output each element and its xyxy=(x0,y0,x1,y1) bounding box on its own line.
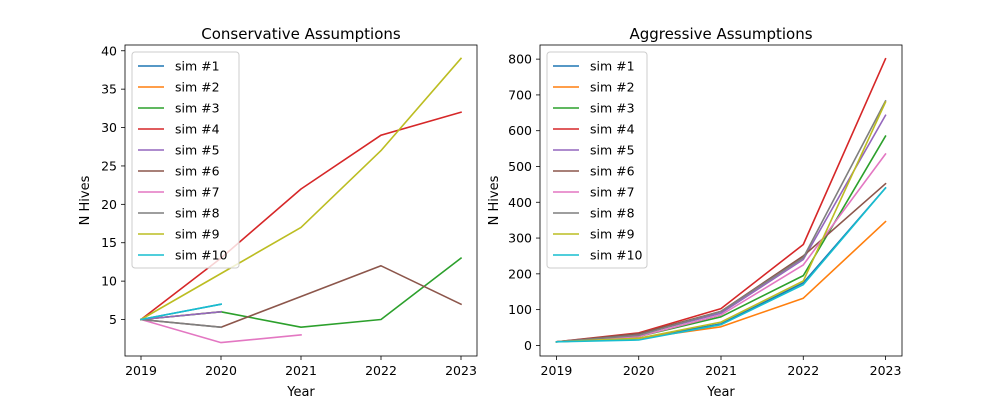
series-line-9 xyxy=(555,101,887,343)
y-tick-label: 25 xyxy=(101,158,117,173)
y-tick-label: 700 xyxy=(508,87,532,102)
legend-label: sim #8 xyxy=(590,206,635,221)
legend-label: sim #2 xyxy=(590,80,635,95)
y-tick-label: 400 xyxy=(508,195,532,210)
y-tick-label: 600 xyxy=(508,123,532,138)
x-tick-label: 2020 xyxy=(623,363,655,378)
y-tick-label: 20 xyxy=(101,197,117,212)
x-axis-label: Year xyxy=(706,385,735,400)
series-line-8 xyxy=(555,99,887,343)
x-tick-label: 2023 xyxy=(870,363,902,378)
legend-label: sim #6 xyxy=(175,164,220,179)
legend-label: sim #7 xyxy=(590,185,635,200)
legend-label: sim #10 xyxy=(590,248,643,263)
y-tick-label: 500 xyxy=(508,159,532,174)
x-tick-label: 2020 xyxy=(205,363,237,378)
legend-label: sim #3 xyxy=(590,101,635,116)
series-line-10 xyxy=(555,186,887,343)
plot-frame xyxy=(539,44,903,357)
x-tick-label: 2022 xyxy=(787,363,819,378)
chart-aggressive: Aggressive Assumptions 2019 2020 2021 2022 20… xyxy=(487,25,903,400)
legend-label: sim #7 xyxy=(175,185,220,200)
legend-label: sim #9 xyxy=(175,227,220,242)
legend-label: sim #5 xyxy=(590,143,635,158)
legend-label: sim #6 xyxy=(590,164,635,179)
series-line-7 xyxy=(140,318,302,344)
y-tick-label: 40 xyxy=(101,43,117,58)
x-tick-label: 2019 xyxy=(541,363,573,378)
legend-box xyxy=(131,51,240,269)
y-tick-label: 200 xyxy=(508,266,532,281)
y-tick-label: 15 xyxy=(101,235,117,250)
x-tick-label: 2023 xyxy=(445,363,477,378)
legend-label: sim #2 xyxy=(175,80,220,95)
series-line-9 xyxy=(139,57,463,321)
legend-label: sim #8 xyxy=(175,206,220,221)
series-line-6 xyxy=(140,264,463,329)
legend: sim #1 sim #2 sim #3 sim #4 sim #5 sim #6 sim … xyxy=(131,51,240,269)
legend-label: sim #10 xyxy=(175,248,228,263)
x-axis-label: Year xyxy=(286,385,315,400)
series-line-10 xyxy=(140,303,222,321)
x-tick-label: 2019 xyxy=(125,363,157,378)
plot-frame xyxy=(124,44,478,357)
x-tick-label: 2022 xyxy=(365,363,397,378)
series-line-8 xyxy=(140,318,222,329)
chart-conservative: Conservative Assumptions 2019 2020 2021 2022… xyxy=(78,25,478,400)
legend-label: sim #1 xyxy=(175,59,220,74)
x-tick-label: 2021 xyxy=(705,363,737,378)
y-tick-label: 5 xyxy=(109,312,117,327)
chart-title: Conservative Assumptions xyxy=(201,25,401,43)
legend-label: sim #4 xyxy=(175,122,220,137)
y-axis-label: N Hives xyxy=(78,175,93,225)
y-tick-label: 800 xyxy=(508,52,532,67)
series-line-5 xyxy=(140,310,222,321)
y-tick-label: 30 xyxy=(101,120,117,135)
y-tick-label: 10 xyxy=(101,274,117,289)
legend-box xyxy=(546,51,648,269)
legend: sim #1 sim #2 sim #3 sim #4 sim #5 sim #6 sim … xyxy=(546,51,648,269)
legend-label: sim #9 xyxy=(590,227,635,242)
x-tick-label: 2021 xyxy=(285,363,317,378)
y-tick-label: 35 xyxy=(101,82,117,97)
series-line-4 xyxy=(139,111,462,321)
y-tick-label: 100 xyxy=(508,302,532,317)
y-tick-label: 0 xyxy=(524,338,532,353)
legend-label: sim #1 xyxy=(590,59,635,74)
legend-label: sim #4 xyxy=(590,122,635,137)
y-tick-label: 300 xyxy=(508,231,532,246)
chart-title: Aggressive Assumptions xyxy=(629,25,812,43)
legend-label: sim #3 xyxy=(175,101,220,116)
legend-label: sim #5 xyxy=(175,143,220,158)
y-axis-label: N Hives xyxy=(487,175,502,225)
